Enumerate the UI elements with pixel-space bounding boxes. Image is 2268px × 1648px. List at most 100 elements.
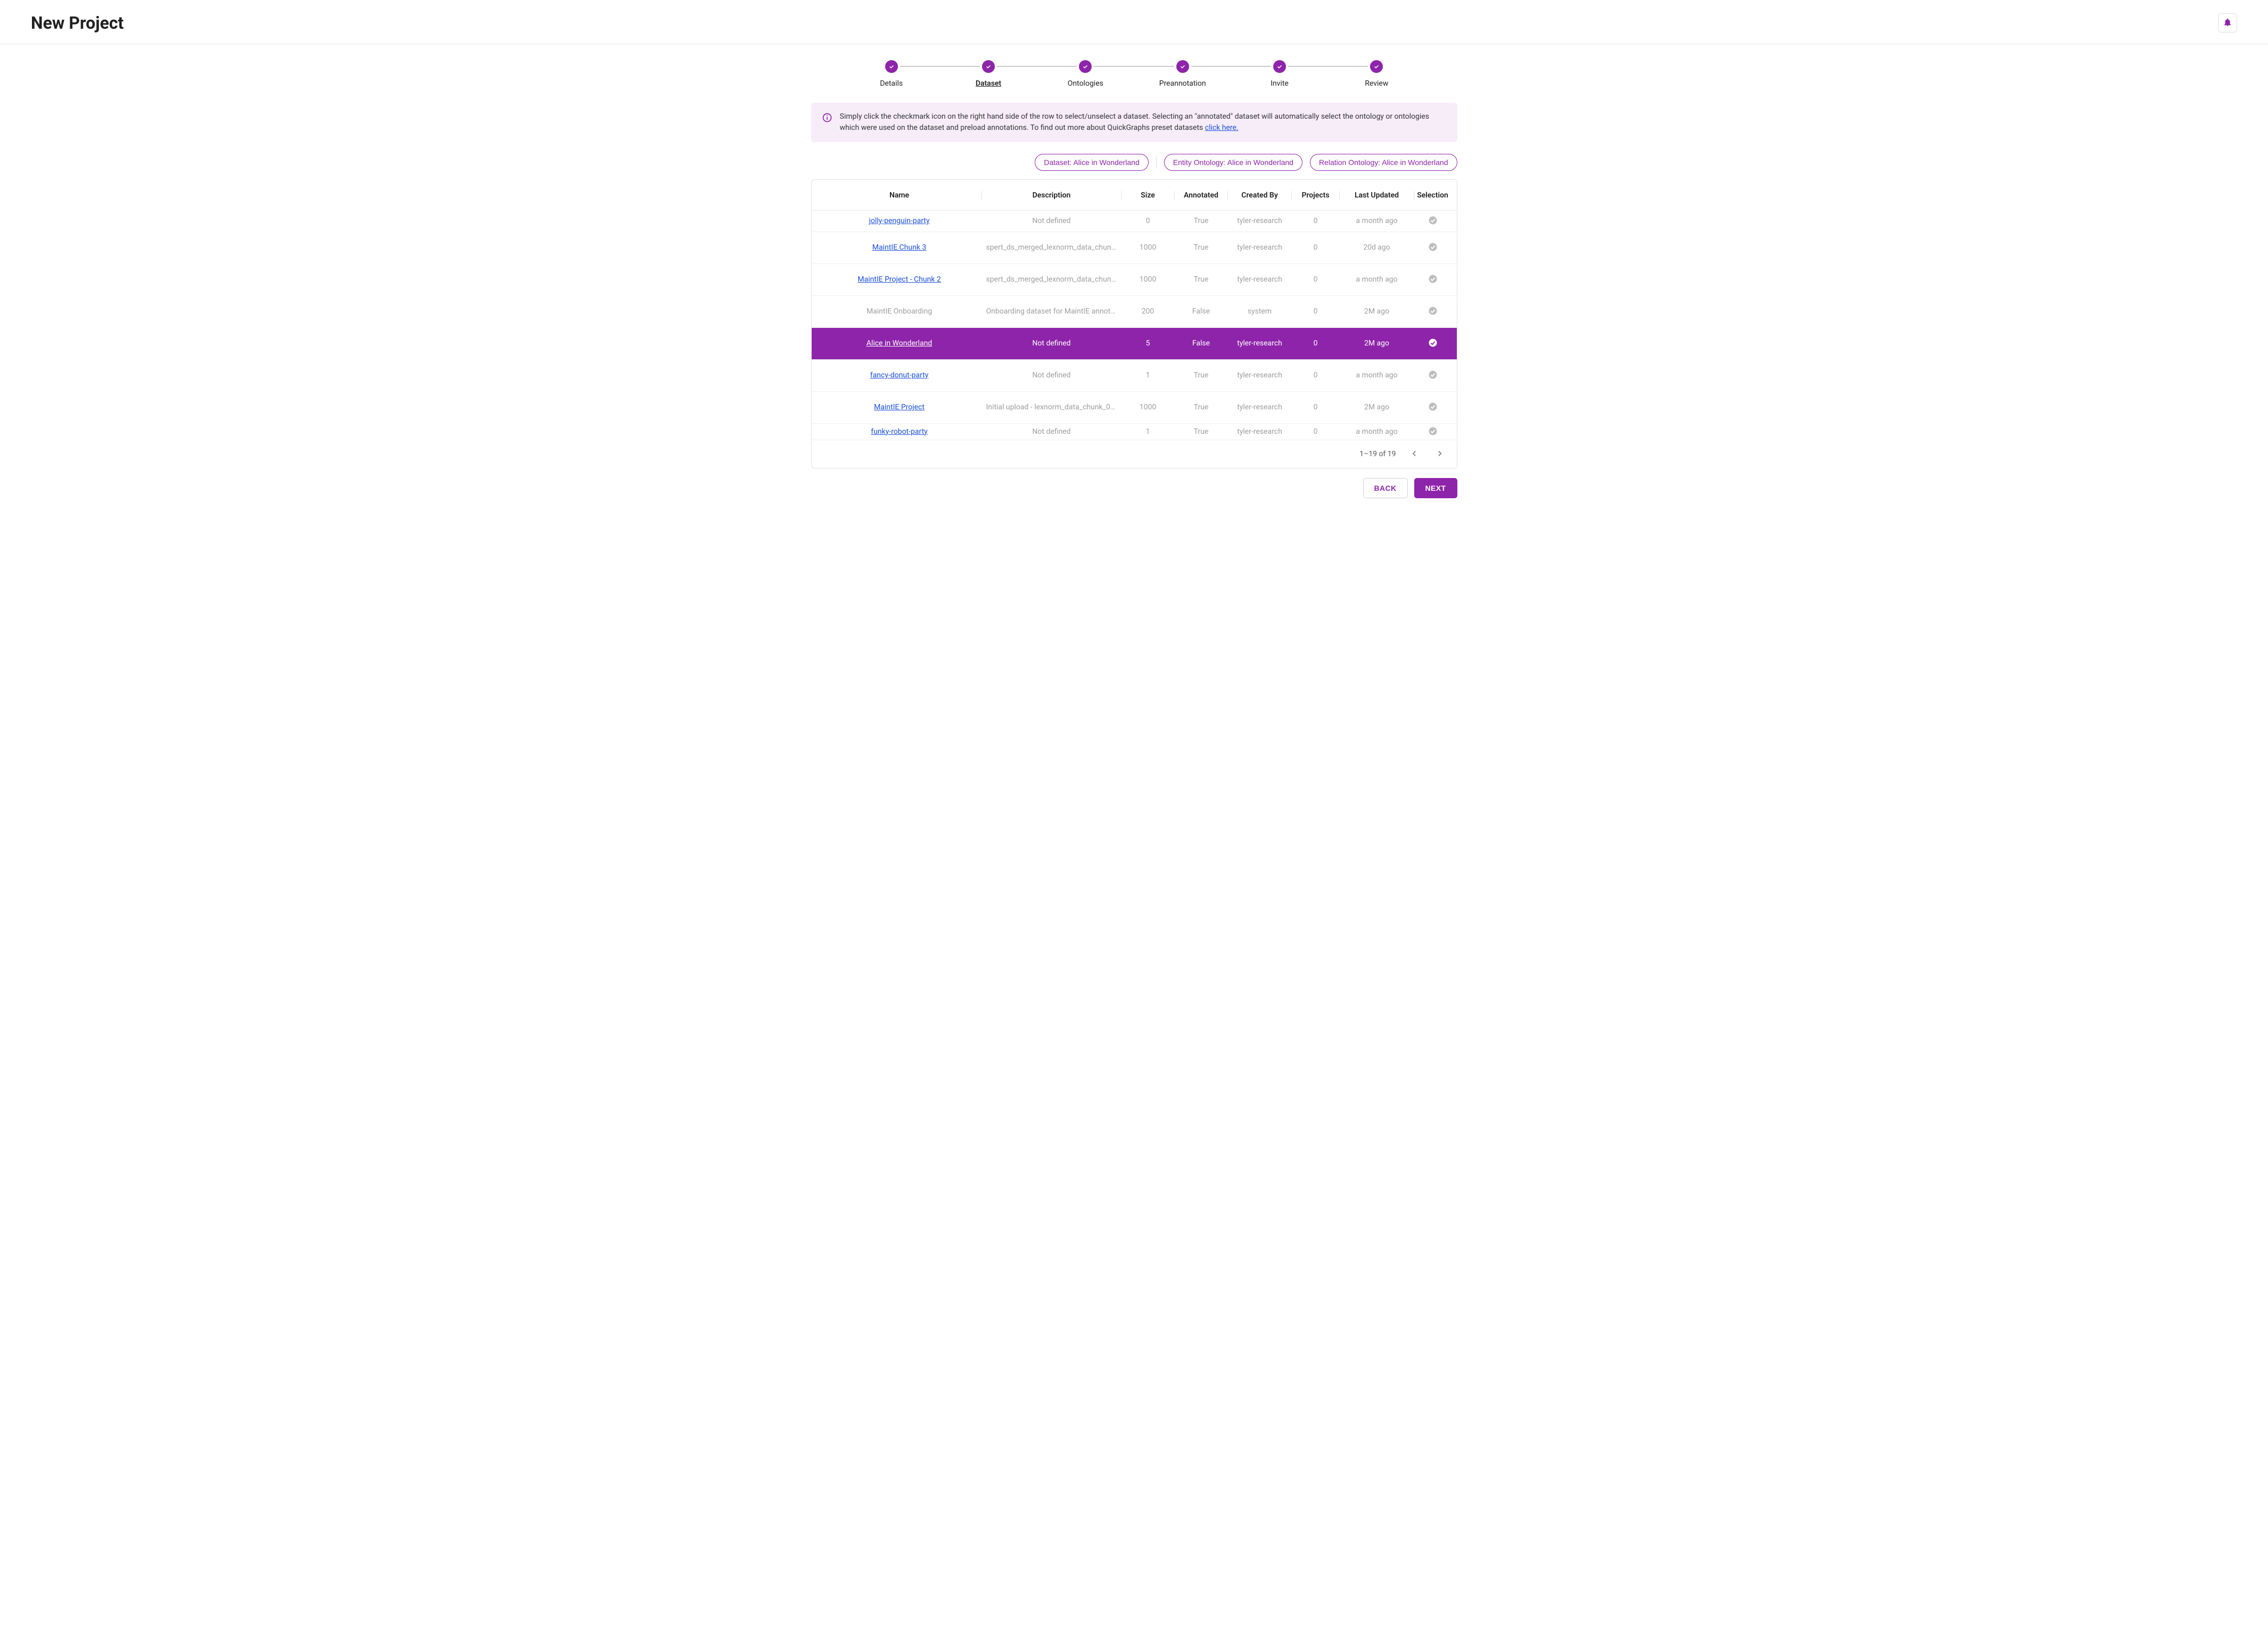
wizard-actions: BACK NEXT — [811, 478, 1457, 498]
select-row-button[interactable] — [1428, 275, 1438, 285]
page-prev-button[interactable] — [1407, 447, 1422, 462]
select-row-button[interactable] — [1428, 216, 1438, 227]
cell-selection — [1414, 216, 1451, 227]
page-title: New Project — [31, 13, 123, 33]
cell-name: jolly-penguin-party — [817, 217, 982, 226]
step-label: Invite — [1271, 79, 1289, 88]
cell-projects: 0 — [1292, 339, 1340, 348]
col-header-description[interactable]: Description — [982, 191, 1121, 200]
dataset-name-link[interactable]: funky-robot-party — [871, 427, 928, 436]
dataset-name-link[interactable]: Alice in Wonderland — [867, 339, 932, 348]
dataset-name-link[interactable]: jolly-penguin-party — [869, 217, 929, 225]
table-row[interactable]: MaintIE Project Initial upload - lexnorm_… — [812, 392, 1457, 424]
cell-name: MaintIE Onboarding — [817, 307, 982, 316]
col-header-last-updated[interactable]: Last Updated — [1340, 191, 1414, 200]
dataset-name-link[interactable]: MaintIE Project - Chunk 2 — [857, 275, 941, 284]
step-dot — [885, 60, 898, 73]
select-row-button[interactable] — [1428, 243, 1438, 253]
filter-chip[interactable]: Relation Ontology: Alice in Wonderland — [1310, 154, 1457, 171]
bell-icon — [2223, 18, 2232, 28]
cell-annotated: True — [1175, 275, 1228, 284]
dataset-name-link[interactable]: fancy-donut-party — [870, 371, 929, 380]
next-button[interactable]: NEXT — [1414, 478, 1457, 498]
chip-divider — [1156, 156, 1157, 168]
cell-created-by: tyler-research — [1228, 275, 1292, 284]
select-row-button[interactable] — [1428, 307, 1438, 317]
cell-annotated: True — [1175, 217, 1228, 226]
table-row[interactable]: MaintIE Onboarding Onboarding dataset for… — [812, 296, 1457, 328]
step-dataset[interactable]: Dataset — [940, 60, 1037, 88]
table-row[interactable]: fancy-donut-partyNot defined1Truetyler-r… — [812, 360, 1457, 392]
checkmark-icon — [1428, 402, 1438, 413]
cell-size: 5 — [1121, 339, 1175, 348]
step-preannotation[interactable]: Preannotation — [1134, 60, 1231, 88]
cell-selection — [1414, 275, 1451, 285]
cell-name: MaintIE Chunk 3 — [817, 243, 982, 252]
checkmark-icon — [1428, 426, 1438, 437]
cell-selection — [1414, 426, 1451, 437]
info-link[interactable]: click here. — [1205, 123, 1239, 132]
table-row[interactable]: funky-robot-partyNot defined1Truetyler-r… — [812, 424, 1457, 440]
cell-size: 1 — [1121, 427, 1175, 436]
checkmark-icon — [1428, 370, 1438, 381]
cell-selection — [1414, 243, 1451, 253]
col-header-name[interactable]: Name — [817, 191, 982, 200]
info-banner: Simply click the checkmark icon on the r… — [811, 103, 1457, 142]
col-header-selection[interactable]: Selection — [1414, 191, 1451, 200]
info-text-body: Simply click the checkmark icon on the r… — [840, 112, 1430, 132]
checkmark-icon — [1428, 307, 1438, 317]
checkmark-icon — [1428, 216, 1438, 227]
cell-selection — [1414, 402, 1451, 413]
step-invite[interactable]: Invite — [1231, 60, 1328, 88]
col-header-projects[interactable]: Projects — [1292, 191, 1340, 200]
page-next-button[interactable] — [1432, 447, 1447, 462]
cell-projects: 0 — [1292, 307, 1340, 316]
col-header-size[interactable]: Size — [1121, 191, 1175, 200]
cell-description: Initial upload - lexnorm_data_chunk_0_99… — [982, 403, 1121, 412]
cell-name: MaintIE Project — [817, 403, 982, 412]
table-row[interactable]: MaintIE Chunk 3spert_ds_merged_lexnorm_d… — [812, 232, 1457, 264]
cell-created-by: tyler-research — [1228, 339, 1292, 348]
select-row-button[interactable] — [1428, 426, 1438, 437]
cell-projects: 0 — [1292, 371, 1340, 380]
filter-chip[interactable]: Dataset: Alice in Wonderland — [1035, 154, 1149, 171]
info-text: Simply click the checkmark icon on the r… — [840, 111, 1447, 134]
cell-name: MaintIE Project - Chunk 2 — [817, 275, 982, 284]
select-row-button[interactable] — [1428, 339, 1438, 349]
select-row-button[interactable] — [1428, 370, 1438, 381]
cell-description: spert_ds_merged_lexnorm_data_chunk_1000_… — [982, 275, 1121, 284]
step-dot — [1079, 60, 1092, 73]
step-review[interactable]: Review — [1328, 60, 1425, 88]
table-row[interactable]: Alice in WonderlandNot defined5Falsetyle… — [812, 328, 1457, 360]
filter-chip[interactable]: Entity Ontology: Alice in Wonderland — [1164, 154, 1302, 171]
notifications-button[interactable] — [2218, 13, 2237, 32]
cell-name: fancy-donut-party — [817, 371, 982, 380]
step-ontologies[interactable]: Ontologies — [1037, 60, 1134, 88]
cell-size: 1000 — [1121, 243, 1175, 252]
step-dot — [1176, 60, 1189, 73]
checkmark-icon — [1428, 339, 1438, 349]
cell-size: 1000 — [1121, 403, 1175, 412]
step-details[interactable]: Details — [843, 60, 940, 88]
cell-name: funky-robot-party — [817, 427, 982, 436]
page-header: New Project — [0, 0, 2268, 44]
back-button[interactable]: BACK — [1363, 478, 1408, 498]
cell-size: 1 — [1121, 371, 1175, 380]
cell-last-updated: 2M ago — [1340, 307, 1414, 316]
select-row-button[interactable] — [1428, 402, 1438, 413]
dataset-name-link[interactable]: MaintIE Chunk 3 — [872, 243, 927, 252]
chevron-right-icon — [1435, 449, 1445, 460]
cell-last-updated: 2M ago — [1340, 403, 1414, 412]
dataset-name-text: MaintIE Onboarding — [867, 307, 932, 316]
col-header-created-by[interactable]: Created By — [1228, 191, 1292, 200]
dataset-name-link[interactable]: MaintIE Project — [874, 403, 925, 411]
table-row[interactable]: MaintIE Project - Chunk 2 spert_ds_merged… — [812, 264, 1457, 296]
cell-description: Not defined — [982, 217, 1121, 226]
cell-created-by: tyler-research — [1228, 403, 1292, 412]
step-dot — [982, 60, 995, 73]
col-header-annotated[interactable]: Annotated — [1175, 191, 1228, 200]
table-row[interactable]: jolly-penguin-partyNot defined0Truetyler… — [812, 211, 1457, 232]
step-label: Ontologies — [1068, 79, 1103, 88]
step-dot — [1370, 60, 1383, 73]
cell-description: Onboarding dataset for MaintIE annotatio… — [982, 307, 1121, 316]
